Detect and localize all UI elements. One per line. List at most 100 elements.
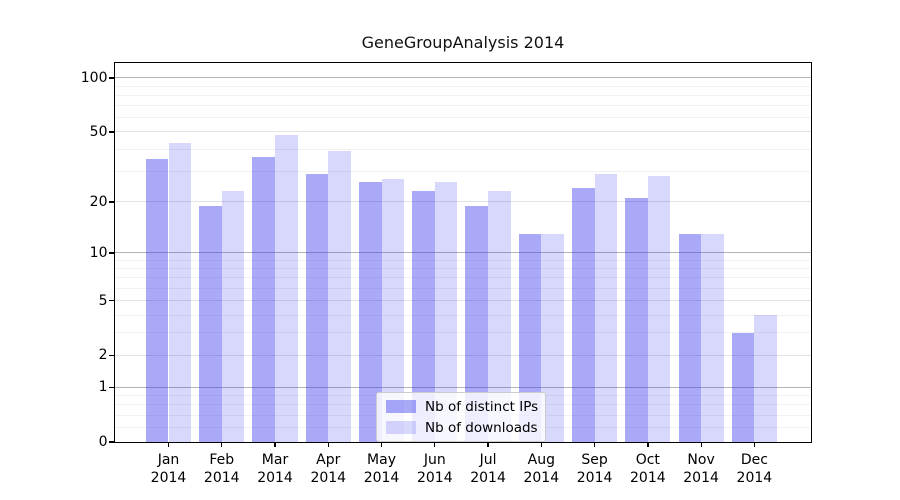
x-tick-mark-aug-2014 [540, 443, 543, 447]
bar-sep-2014-nb-of-distinct-ips [571, 188, 595, 442]
x-tick-label-line: 2014 [257, 469, 293, 486]
legend-swatch-nb-of-distinct-ips [386, 400, 416, 413]
x-tick-mark-apr-2014 [327, 443, 329, 447]
x-tick-mark-dec-2014 [753, 443, 756, 447]
gridline-y-7 [114, 277, 811, 279]
gridline-y-1 [114, 386, 811, 388]
x-tick-mark-jul-2014 [487, 443, 489, 447]
bar-oct-2014-nb-of-downloads [647, 176, 671, 442]
legend-item-nb-of-distinct-ips: Nb of distinct IPs [386, 398, 539, 415]
y-tick-label-100: 100 [80, 69, 108, 86]
gridline-y-40 [114, 148, 811, 150]
x-tick-label-line: 2014 [523, 469, 560, 486]
x-tick-mark-mar-2014 [274, 443, 276, 447]
gridline-y-3 [114, 332, 811, 334]
x-tick-label-apr-2014: Apr 2014 [297, 452, 359, 487]
legend-item-nb-of-downloads: Nb of downloads [386, 419, 538, 436]
y-tick-mark-1 [109, 386, 114, 388]
y-tick-mark-50 [109, 131, 114, 133]
bar-mar-2014-nb-of-downloads [275, 134, 298, 442]
bar-mar-2014-nb-of-distinct-ips [252, 157, 275, 442]
x-tick-label-line: 2014 [363, 469, 400, 486]
x-tick-label-may-2014: May 2014 [351, 452, 413, 487]
x-tick-label-line: Feb [209, 452, 235, 468]
bar-feb-2014-nb-of-distinct-ips [199, 205, 222, 442]
bar-jul-2014-nb-of-distinct-ips [465, 205, 489, 442]
gridline-y-50 [114, 131, 811, 133]
x-tick-label-sep-2014: Sep 2014 [564, 452, 626, 487]
legend-label-nb-of-downloads: Nb of downloads [425, 419, 538, 436]
gridline-y-10 [114, 252, 811, 254]
bar-may-2014-nb-of-distinct-ips [358, 181, 382, 442]
x-tick-label-mar-2014: Mar 2014 [244, 452, 306, 487]
x-tick-label-line: Jul [479, 452, 497, 468]
x-tick-label-nov-2014: Nov 2014 [670, 452, 732, 487]
x-tick-label-line: 2014 [683, 469, 719, 486]
x-tick-mark-jun-2014 [434, 443, 436, 447]
gridline-y-6 [114, 287, 811, 289]
y-tick-label-50: 50 [89, 123, 108, 140]
x-tick-label-line: Aug [527, 452, 555, 468]
bar-aug-2014-nb-of-distinct-ips [518, 233, 542, 442]
bar-aug-2014-nb-of-downloads [541, 233, 564, 442]
y-tick-mark-5 [109, 300, 114, 302]
plot-area [113, 62, 812, 443]
x-tick-mark-feb-2014 [221, 443, 223, 447]
x-tick-mark-may-2014 [380, 443, 383, 447]
x-tick-mark-sep-2014 [593, 443, 596, 447]
x-tick-mark-jan-2014 [167, 443, 170, 447]
bar-dec-2014-nb-of-downloads [754, 315, 777, 442]
gridline-y-100 [114, 77, 811, 79]
chart-title: GeneGroupAnalysis 2014 [361, 33, 565, 52]
legend-label-nb-of-distinct-ips: Nb of distinct IPs [425, 398, 539, 415]
gridline-y-60 [114, 117, 811, 119]
y-tick-mark-100 [109, 77, 114, 79]
bar-oct-2014-nb-of-distinct-ips [625, 198, 648, 442]
gridline-y-80 [114, 94, 811, 96]
bar-jun-2014-nb-of-downloads [434, 181, 458, 442]
gridline-y-9 [114, 259, 811, 261]
x-tick-label-line: Oct [635, 452, 660, 468]
x-tick-label-line: Sep [581, 452, 608, 468]
bar-nov-2014-nb-of-distinct-ips [678, 233, 702, 442]
y-tick-label-5: 5 [98, 292, 108, 309]
x-tick-label-oct-2014: Oct 2014 [617, 452, 679, 487]
x-tick-label-line: Mar [261, 452, 289, 468]
gridline-y-5 [114, 300, 811, 302]
x-tick-label-line: 2014 [576, 469, 613, 486]
gridline-y-90 [114, 85, 811, 87]
bar-jan-2014-nb-of-distinct-ips [145, 159, 169, 442]
x-tick-label-line: 2014 [470, 469, 506, 486]
x-tick-label-line: Dec [740, 452, 768, 468]
x-tick-label-line: Nov [687, 452, 715, 468]
x-tick-label-aug-2014: Aug 2014 [510, 452, 572, 487]
bar-may-2014-nb-of-downloads [381, 179, 405, 442]
x-tick-label-jan-2014: Jan 2014 [138, 452, 200, 487]
gridline-y-8 [114, 268, 811, 270]
bar-jan-2014-nb-of-downloads [168, 143, 192, 442]
x-tick-label-line: Apr [316, 452, 341, 468]
x-tick-label-line: 2014 [630, 469, 666, 486]
gridline-y-4 [114, 314, 811, 316]
x-tick-label-line: 2014 [150, 469, 187, 486]
bar-feb-2014-nb-of-downloads [221, 191, 245, 442]
x-tick-label-line: May [367, 452, 396, 468]
gridline-y-2 [114, 354, 811, 356]
legend: Nb of distinct IPs Nb of downloads [376, 392, 546, 442]
y-tick-mark-2 [109, 354, 114, 357]
y-tick-label-20: 20 [89, 193, 108, 210]
y-tick-label-10: 10 [89, 244, 108, 261]
x-tick-label-line: Jun [423, 452, 446, 468]
y-tick-label-2: 2 [98, 347, 108, 364]
x-tick-label-jul-2014: Jul 2014 [457, 452, 519, 487]
y-tick-label-0: 0 [98, 434, 108, 450]
gridline-y-70 [114, 105, 811, 107]
y-tick-mark-20 [109, 201, 114, 203]
gridline-y-30 [114, 170, 811, 172]
bar-apr-2014-nb-of-downloads [328, 150, 351, 442]
bars-layer [115, 63, 812, 442]
x-tick-label-line: Jan [157, 452, 180, 468]
bar-sep-2014-nb-of-downloads [594, 173, 618, 442]
x-tick-label-line: 2014 [203, 469, 240, 486]
